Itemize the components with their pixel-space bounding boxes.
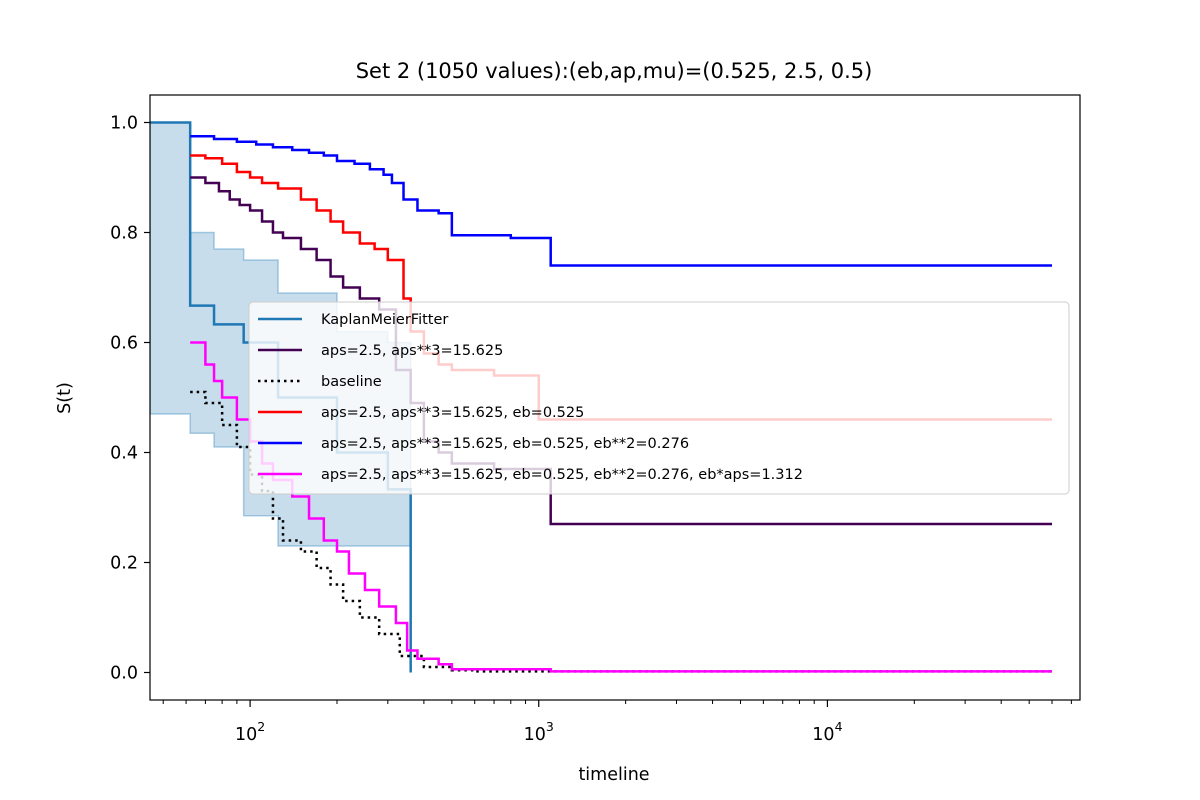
y-axis: 0.0 0.2 0.4 0.6 0.8 1.0 bbox=[110, 114, 150, 684]
y-tick-label: 0.8 bbox=[110, 224, 138, 244]
legend-label: aps=2.5, aps**3=15.625 bbox=[321, 343, 503, 359]
x-axis-label: timeline bbox=[578, 765, 649, 785]
legend-box bbox=[248, 301, 1070, 495]
y-tick-label: 1.0 bbox=[110, 114, 138, 134]
y-tick-label: 0.4 bbox=[110, 444, 138, 464]
plot-frame bbox=[149, 94, 1081, 701]
y-tick-label: 0.6 bbox=[110, 334, 138, 354]
legend-label: aps=2.5, aps**3=15.625, eb=0.525, eb**2=… bbox=[321, 467, 803, 483]
series-line-5-aps-2-5-aps-3-15-625-eb-0-525-eb-2-0-276 bbox=[190, 135, 1053, 267]
series-line-3-baseline bbox=[190, 390, 1053, 673]
legend-label: aps=2.5, aps**3=15.625, eb=0.525, eb**2=… bbox=[321, 436, 689, 452]
y-tick-label: 0.2 bbox=[110, 554, 138, 574]
y-axis-label: S(t) bbox=[55, 382, 75, 414]
legend-label: aps=2.5, aps**3=15.625, eb=0.525 bbox=[321, 405, 584, 421]
legend: KaplanMeierFitter aps=2.5, aps**3=15.625 b… bbox=[248, 301, 1070, 495]
legend-label: baseline bbox=[321, 374, 382, 390]
chart-title: Set 2 (1050 values):(eb,ap,mu)=(0.525, 2… bbox=[356, 59, 873, 83]
y-tick-label: 0.0 bbox=[110, 664, 138, 684]
legend-items: KaplanMeierFitter aps=2.5, aps**3=15.625 b… bbox=[258, 312, 803, 483]
series-line-6-aps-2-5-aps-3-15-625-eb-0-525-eb-2-0-276 bbox=[190, 341, 1053, 673]
legend-label: KaplanMeierFitter bbox=[321, 312, 448, 328]
